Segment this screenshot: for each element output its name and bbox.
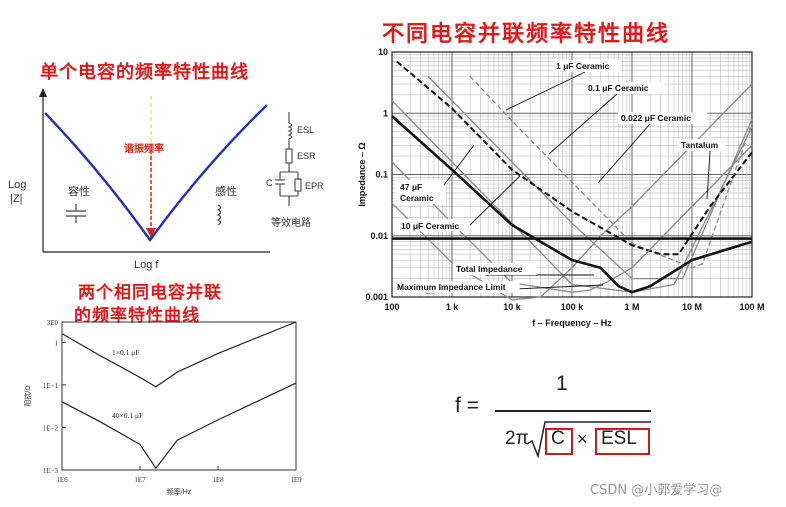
series-label: Total Impedance (456, 264, 523, 274)
inductor-symbol-icon (216, 204, 222, 226)
series-label: 0.022 μF Ceramic (621, 113, 691, 123)
formula-numerator: 1 (556, 372, 568, 395)
series-line (61, 382, 297, 470)
single-ylabel-z: |Z| (10, 193, 22, 205)
y-tick-label: 1E−2 (43, 424, 59, 432)
series-label-bg (398, 219, 472, 231)
series-line (427, 75, 753, 280)
series-line (391, 115, 753, 294)
series-line (396, 60, 753, 256)
formula-esl-box (595, 428, 650, 455)
single-y-arrow (39, 88, 47, 97)
formula-lhs: f = (455, 394, 479, 417)
circuit-esl-label: ESL (297, 125, 314, 135)
series-label: 40×0.1 μF (112, 411, 143, 420)
plot-frame (391, 51, 753, 298)
series-label-bg (585, 82, 664, 94)
x-tick-label: 1E8 (212, 476, 224, 484)
series-label-bg (396, 180, 446, 204)
capacitor-symbol-icon (66, 204, 86, 223)
series-label: 1 μF Ceramic (556, 61, 610, 71)
circuit-epr-label: EPR (305, 181, 324, 191)
x-axis-label: f – Frequency – Hz (532, 318, 612, 328)
y-tick-label: 3E0 (47, 319, 59, 327)
single-ylabel-log: Log (8, 179, 26, 191)
single-impedance-curve (44, 104, 268, 243)
parallel-diff-title: 不同电容并联频率特性曲线 (382, 21, 671, 47)
series-label: Maximum Impedance Limit (397, 282, 506, 292)
plot-frame (61, 321, 297, 471)
series-label: 0.1 μF Ceramic (588, 83, 649, 93)
sqrt-icon (526, 421, 651, 459)
callout-line (505, 71, 586, 111)
formula-esl: ESL (601, 428, 637, 449)
y-tick-label: 1 (383, 108, 388, 118)
callout-line (597, 123, 651, 184)
parallel-diff-chart: 100 1 k 10 k 100 k 1 M 10 M 100 M 10 1 0.1 0.01 0.0… (357, 47, 765, 328)
single-xlabel: Log f (134, 259, 159, 271)
single-cap-title: 单个电容的频率特性曲线 (40, 62, 249, 83)
series-line (391, 83, 753, 301)
series-label-bg (618, 112, 708, 124)
series-line (469, 75, 753, 269)
single-inductive-label: 感性 (215, 184, 237, 198)
single-capacitive-label: 容性 (68, 184, 90, 198)
x-tick-label: 100 (384, 302, 399, 312)
single-resonance-label: 谐振频率 (124, 142, 164, 155)
series-label: 10 μF Ceramic (401, 221, 459, 231)
y-tick-label: 0.001 (365, 292, 388, 302)
watermark: CSDN @小郭爱学习@ (590, 483, 723, 498)
y-axis-label: Impedance – Ω (357, 142, 367, 206)
callout-line (443, 144, 475, 186)
two-same-title-line2: 的频率特性曲线 (74, 306, 200, 326)
series-label-bg (553, 60, 622, 72)
series-label: Ceramic (400, 193, 434, 203)
y-tick-label: 1E−3 (43, 467, 59, 475)
x-tick-label: 1 k (446, 302, 460, 312)
y-tick-label: 1E−1 (43, 382, 59, 390)
series-label-bg (394, 281, 520, 293)
formula-fraction-bar (495, 410, 651, 412)
x-tick-label: 100 k (561, 302, 585, 312)
x-tick-label: 10 M (682, 302, 702, 312)
series-line (61, 321, 297, 388)
x-axis-label: 频率/Hz (167, 487, 192, 496)
x-tick-label: 100 M (739, 302, 764, 312)
callout-line (469, 175, 521, 226)
resonance-formula: f = 1 2π C × ESL (455, 370, 685, 475)
y-tick-label: 0.1 (375, 170, 388, 180)
single-cap-chart: 谐振频率 容性 感性 Log |Z| Log f ESL ESR C EPR 等… (8, 88, 324, 271)
equivalent-circuit-icon (275, 112, 302, 206)
series-label-bg (453, 263, 537, 275)
x-tick-label: 1 M (624, 302, 639, 312)
series-label-bg (678, 139, 726, 151)
formula-times: × (577, 429, 588, 449)
formula-c: C (551, 428, 565, 449)
y-tick-label: 0.01 (370, 231, 388, 241)
callout-line (548, 93, 618, 155)
y-tick-label: 10 (378, 47, 388, 57)
series-label: Tantalum (681, 140, 719, 150)
x-tick-label: 1E7 (134, 476, 146, 484)
two-same-title-line1: 两个相同电容并联 (78, 283, 222, 303)
formula-two-pi: 2π (505, 428, 529, 449)
y-tick-label: 1 (55, 339, 59, 347)
x-tick-label: 1E9 (290, 476, 302, 484)
circuit-caption: 等效电路 (271, 216, 311, 229)
x-tick-label: 1E6 (56, 476, 68, 484)
series-line (391, 144, 753, 293)
circuit-esr-label: ESR (297, 151, 316, 161)
callout-line (706, 150, 711, 200)
single-resonance-arrowhead (146, 228, 156, 238)
y-axis-label: 阻抗/Ω (23, 385, 32, 406)
circuit-c-label: C (266, 178, 273, 188)
series-line (391, 100, 753, 293)
x-tick-label: 10 k (503, 302, 522, 312)
formula-c-box (545, 428, 573, 455)
series-label: 1×0.1 μF (112, 348, 139, 357)
series-label: 47 μF (400, 182, 422, 192)
